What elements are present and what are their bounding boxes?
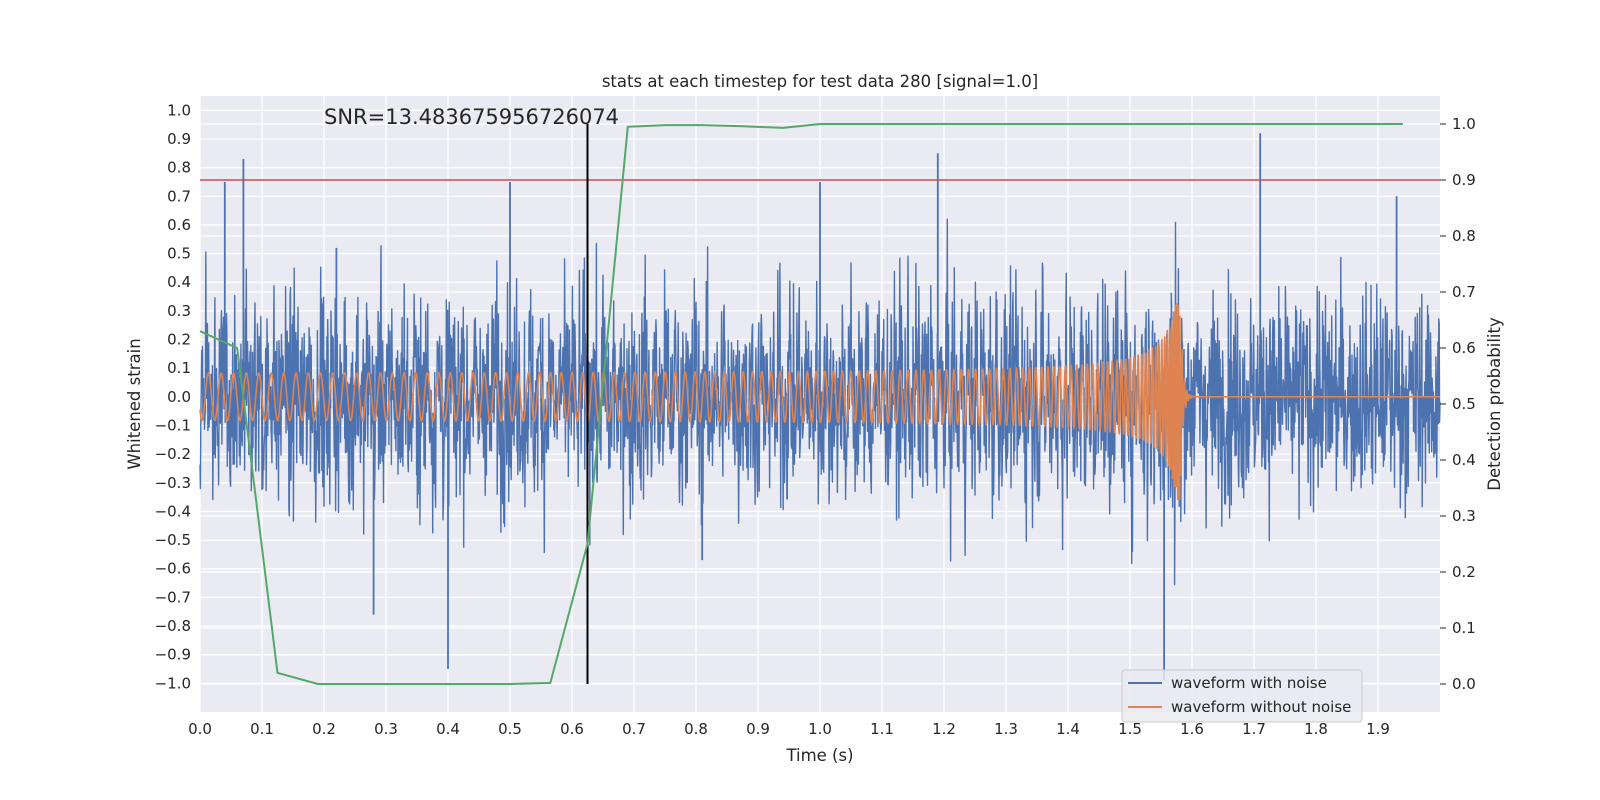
y2-axis-label: Detection probability: [1485, 317, 1504, 491]
x-tick-label: 1.4: [1056, 720, 1080, 738]
y-tick-label: 0.3: [167, 302, 191, 320]
series-detection-probability: [199, 123, 1403, 685]
y2-tick-label: 0.2: [1452, 563, 1476, 581]
marker-layer: [200, 124, 1440, 684]
x-tick-label: 1.8: [1304, 720, 1328, 738]
y2-tick-label: 0.5: [1452, 395, 1476, 413]
y-tick-label: 0.9: [167, 130, 191, 148]
y-tick-label: 0.1: [167, 359, 191, 377]
y-axis-label: Whitened strain: [125, 338, 144, 469]
x-tick-label: 1.5: [1118, 720, 1142, 738]
x-tick-label: 1.6: [1180, 720, 1204, 738]
x-tick-label: 0.6: [560, 720, 584, 738]
y2-tick-label: 0.8: [1452, 227, 1476, 245]
y-tick-label: −0.8: [155, 617, 191, 635]
x-tick-label: 0.4: [436, 720, 460, 738]
x-tick-label: 0.5: [498, 720, 522, 738]
x-tick-label: 1.0: [808, 720, 832, 738]
y-tick-label: −0.3: [155, 474, 191, 492]
y-tick-label: 0.7: [167, 187, 191, 205]
clean-waveform-line: [199, 303, 1441, 500]
y-tick-label: 1.0: [167, 101, 191, 119]
y2-tick-label: 0.1: [1452, 619, 1476, 637]
snr-annotation: SNR=13.483675956726074: [324, 105, 619, 129]
legend-label-noisy: waveform with noise: [1171, 674, 1327, 692]
y2-tick-label: 1.0: [1452, 115, 1476, 133]
y2-tick-label: 0.6: [1452, 339, 1476, 357]
y2-tick-label: 0.4: [1452, 451, 1476, 469]
x-tick-label: 1.7: [1242, 720, 1266, 738]
y-tick-label: −0.6: [155, 560, 191, 578]
x-tick-label: 1.3: [994, 720, 1018, 738]
y-tick-label: −0.2: [155, 445, 191, 463]
series-waveform-without-noise: [199, 303, 1441, 500]
y-tick-label: −1.0: [155, 674, 191, 692]
y-tick-label: 0.4: [167, 273, 191, 291]
tick-labels: 0.0 0.1 0.2 0.3 0.4 0.5 0.6 0.7 0.8 0.9 1.0 1.1 1.2 1…: [155, 101, 1476, 738]
y2-tick-label: 0.7: [1452, 283, 1476, 301]
y-tick-label: 0.2: [167, 331, 191, 349]
x-tick-label: 1.9: [1366, 720, 1390, 738]
legend-label-clean: waveform without noise: [1171, 698, 1351, 716]
x-tick-label: 0.2: [312, 720, 336, 738]
x-tick-label: 0.7: [622, 720, 646, 738]
probability-line: [199, 123, 1403, 685]
y-tick-label: 0.8: [167, 159, 191, 177]
x-tick-label: 1.1: [870, 720, 894, 738]
y-tick-label: −0.5: [155, 531, 191, 549]
y2-tick-label: 0.3: [1452, 507, 1476, 525]
y-tick-label: −0.1: [155, 416, 191, 434]
x-axis-label: Time (s): [785, 746, 853, 765]
y2-tick-label: 0.0: [1452, 675, 1476, 693]
x-tick-label: 0.1: [250, 720, 274, 738]
legend: waveform with noise waveform without noi…: [1121, 669, 1363, 723]
y2-tick-label: 0.9: [1452, 171, 1476, 189]
chart-title: stats at each timestep for test data 280…: [602, 72, 1038, 91]
x-tick-label: 0.0: [188, 720, 212, 738]
y-tick-label: 0.5: [167, 245, 191, 263]
y-tick-label: −0.7: [155, 588, 191, 606]
y-tick-label: −0.9: [155, 646, 191, 664]
x-tick-label: 0.9: [746, 720, 770, 738]
x-tick-label: 0.3: [374, 720, 398, 738]
legend-box: [1121, 669, 1363, 723]
x-tick-label: 0.8: [684, 720, 708, 738]
y-tick-label: −0.4: [155, 502, 191, 520]
x-tick-label: 1.2: [932, 720, 956, 738]
y-tick-label: 0.0: [167, 388, 191, 406]
y-tick-label: 0.6: [167, 216, 191, 234]
